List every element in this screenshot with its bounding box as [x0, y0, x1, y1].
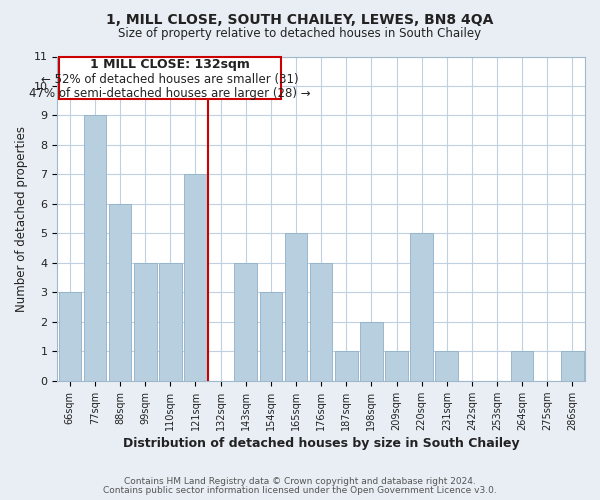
Bar — [109, 204, 131, 381]
FancyBboxPatch shape — [59, 56, 281, 100]
Bar — [83, 116, 106, 381]
Bar — [410, 234, 433, 381]
Bar — [260, 292, 282, 381]
Text: Contains public sector information licensed under the Open Government Licence v3: Contains public sector information licen… — [103, 486, 497, 495]
Bar — [310, 263, 332, 381]
Y-axis label: Number of detached properties: Number of detached properties — [15, 126, 28, 312]
Text: Size of property relative to detached houses in South Chailey: Size of property relative to detached ho… — [118, 28, 482, 40]
Bar — [360, 322, 383, 381]
Bar — [235, 263, 257, 381]
Bar — [184, 174, 207, 381]
Bar — [285, 234, 307, 381]
Text: ← 52% of detached houses are smaller (31): ← 52% of detached houses are smaller (31… — [41, 73, 299, 86]
Bar — [59, 292, 81, 381]
Bar — [561, 352, 584, 381]
Bar — [385, 352, 408, 381]
Text: 47% of semi-detached houses are larger (28) →: 47% of semi-detached houses are larger (… — [29, 87, 311, 100]
Bar — [134, 263, 157, 381]
X-axis label: Distribution of detached houses by size in South Chailey: Distribution of detached houses by size … — [123, 437, 520, 450]
Text: 1 MILL CLOSE: 132sqm: 1 MILL CLOSE: 132sqm — [90, 58, 250, 71]
Text: 1, MILL CLOSE, SOUTH CHAILEY, LEWES, BN8 4QA: 1, MILL CLOSE, SOUTH CHAILEY, LEWES, BN8… — [106, 12, 494, 26]
Text: Contains HM Land Registry data © Crown copyright and database right 2024.: Contains HM Land Registry data © Crown c… — [124, 477, 476, 486]
Bar — [335, 352, 358, 381]
Bar — [159, 263, 182, 381]
Bar — [436, 352, 458, 381]
Bar — [511, 352, 533, 381]
